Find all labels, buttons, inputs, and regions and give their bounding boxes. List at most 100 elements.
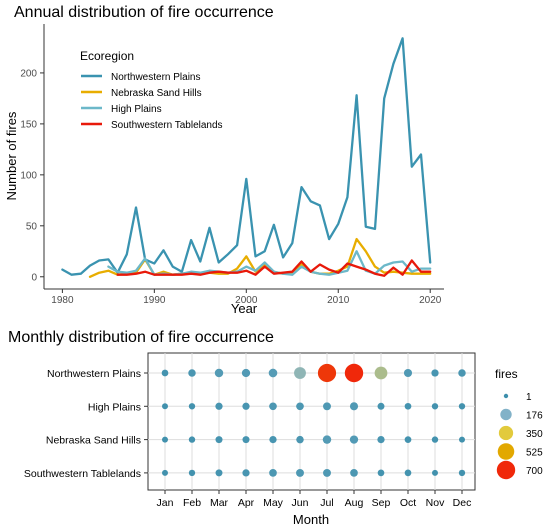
- bubble-northwestern-plains-jun: [294, 367, 306, 379]
- bubble-southwestern-tablelands-aug: [350, 469, 358, 477]
- size-legend-items: 1 176 350 525 700: [496, 392, 543, 480]
- bubble-southwestern-tablelands-mar: [215, 469, 223, 477]
- legend-label-high-plains: High Plains: [111, 104, 162, 115]
- monthly-x-label-may: May: [263, 497, 284, 509]
- size-legend-label-350: 350: [526, 429, 543, 440]
- size-legend-key-1: [503, 393, 509, 399]
- annual-legend: Ecoregion Northwestern Plains Nebraska S…: [80, 49, 223, 131]
- annual-x-tick-label: 1980: [51, 295, 74, 306]
- annual-series-lines: [61, 37, 432, 278]
- monthly-x-label-jan: Jan: [157, 497, 174, 509]
- size-legend-label-176: 176: [526, 411, 543, 422]
- bubble-high-plains-jan: [162, 403, 168, 410]
- series-line-southwestern-tablelands: [116, 259, 432, 277]
- bubble-high-plains-mar: [215, 402, 223, 410]
- monthly-y-label-northwestern-plains: Northwestern Plains: [47, 368, 141, 380]
- bubble-high-plains-nov: [431, 403, 439, 410]
- bubble-nebraska-sand-hills-nov: [431, 436, 439, 443]
- series-line-northwestern-plains: [61, 37, 432, 276]
- monthly-x-label-jul: Jul: [320, 497, 333, 509]
- bubble-high-plains-dec: [458, 403, 466, 410]
- annual-y-axis-title: Number of fires: [4, 111, 19, 200]
- legend-label-northwestern-plains: Northwestern Plains: [111, 72, 200, 83]
- monthly-x-label-apr: Apr: [238, 497, 255, 509]
- legend-item-high-plains: High Plains: [81, 104, 162, 115]
- bubble-northwestern-plains-jul: [317, 363, 337, 383]
- legend-item-northwestern-plains: Northwestern Plains: [81, 72, 200, 83]
- bubble-northwestern-plains-sep: [374, 366, 388, 380]
- bubble-high-plains-feb: [188, 403, 196, 410]
- bubble-nebraska-sand-hills-mar: [215, 436, 223, 444]
- bubble-northwestern-plains-oct: [403, 368, 413, 378]
- size-legend-key-176: [500, 408, 512, 421]
- annual-plot-panel: 0 50 100 150 200 1980 1990 2000 2010 2020: [20, 24, 444, 306]
- bubble-southwestern-tablelands-nov: [432, 469, 438, 476]
- monthly-plot-panel: [147, 352, 476, 491]
- annual-y-tick-label: 50: [26, 221, 38, 232]
- bubble-southwestern-tablelands-jan: [162, 469, 168, 476]
- bubble-southwestern-tablelands-jul: [323, 468, 331, 477]
- annual-x-tick-label: 2000: [235, 295, 258, 306]
- bubble-high-plains-jul: [323, 402, 331, 411]
- annual-x-ticks: 1980 1990 2000 2010 2020: [51, 289, 442, 306]
- bubble-nebraska-sand-hills-jul: [322, 435, 332, 444]
- monthly-x-label-mar: Mar: [210, 497, 229, 509]
- size-legend-label-525: 525: [526, 448, 543, 459]
- bubble-high-plains-sep: [377, 402, 385, 410]
- monthly-x-axis-title: Month: [293, 512, 329, 527]
- size-legend: fires 1 176 350 525 700: [495, 367, 543, 480]
- bubble-nebraska-sand-hills-jun: [296, 435, 304, 444]
- monthly-x-label-nov: Nov: [426, 497, 445, 509]
- monthly-bubbles: [161, 363, 466, 477]
- legend-item-nebraska-sand-hills: Nebraska Sand Hills: [81, 88, 202, 99]
- annual-y-tick-label: 0: [31, 272, 37, 283]
- annual-x-tick-label: 2010: [327, 295, 350, 306]
- bubble-southwestern-tablelands-dec: [458, 469, 466, 477]
- bubble-high-plains-may: [269, 402, 277, 411]
- annual-y-tick-label: 150: [20, 119, 37, 130]
- bubble-high-plains-oct: [404, 402, 412, 410]
- annual-x-tick-label: 2020: [419, 295, 442, 306]
- size-legend-key-525: [497, 443, 515, 460]
- size-legend-title: fires: [495, 367, 518, 381]
- monthly-y-label-nebraska-sand-hills: Nebraska Sand Hills: [46, 435, 141, 447]
- bubble-nebraska-sand-hills-aug: [349, 435, 359, 444]
- size-legend-label-1: 1: [526, 392, 532, 403]
- bubble-southwestern-tablelands-may: [269, 469, 277, 477]
- monthly-y-label-high-plains: High Plains: [88, 401, 141, 413]
- bubble-nebraska-sand-hills-jan: [162, 436, 168, 443]
- size-legend-key-350: [498, 425, 514, 441]
- monthly-chart-title: Monthly distribution of fire occurrence: [8, 329, 274, 346]
- monthly-x-label-sep: Sep: [372, 497, 391, 509]
- bubble-nebraska-sand-hills-may: [269, 435, 277, 444]
- bubble-northwestern-plains-dec: [458, 369, 466, 377]
- annual-y-ticks: 0 50 100 150 200: [20, 68, 44, 283]
- bubble-nebraska-sand-hills-feb: [188, 436, 196, 443]
- bubble-northwestern-plains-apr: [241, 368, 251, 378]
- monthly-x-label-dec: Dec: [453, 497, 472, 509]
- annual-x-tick-label: 1990: [143, 295, 166, 306]
- bubble-southwestern-tablelands-jun: [296, 468, 304, 477]
- size-legend-key-700: [496, 460, 516, 480]
- bubble-high-plains-apr: [242, 402, 250, 410]
- legend-item-southwestern-tablelands: Southwestern Tablelands: [81, 120, 223, 131]
- bubble-northwestern-plains-aug: [344, 363, 364, 383]
- bubble-northwestern-plains-may: [268, 368, 278, 378]
- monthly-x-label-feb: Feb: [183, 497, 201, 509]
- legend-label-nebraska-sand-hills: Nebraska Sand Hills: [111, 88, 202, 99]
- bubble-nebraska-sand-hills-apr: [242, 436, 250, 444]
- bubble-northwestern-plains-nov: [431, 369, 439, 377]
- annual-y-tick-label: 100: [20, 170, 37, 181]
- bubble-southwestern-tablelands-feb: [188, 469, 196, 477]
- monthly-y-label-southwestern-tablelands: Southwestern Tablelands: [24, 468, 141, 480]
- annual-x-axis-title: Year: [231, 301, 258, 316]
- legend-label-southwestern-tablelands: Southwestern Tablelands: [111, 120, 223, 131]
- bubble-northwestern-plains-feb: [188, 369, 196, 377]
- bubble-northwestern-plains-mar: [214, 368, 224, 378]
- annual-legend-title: Ecoregion: [80, 49, 134, 63]
- size-legend-label-700: 700: [526, 466, 543, 477]
- monthly-x-label-oct: Oct: [400, 497, 416, 509]
- annual-chart-title: Annual distribution of fire occurrence: [14, 4, 274, 21]
- bubble-nebraska-sand-hills-oct: [404, 436, 412, 443]
